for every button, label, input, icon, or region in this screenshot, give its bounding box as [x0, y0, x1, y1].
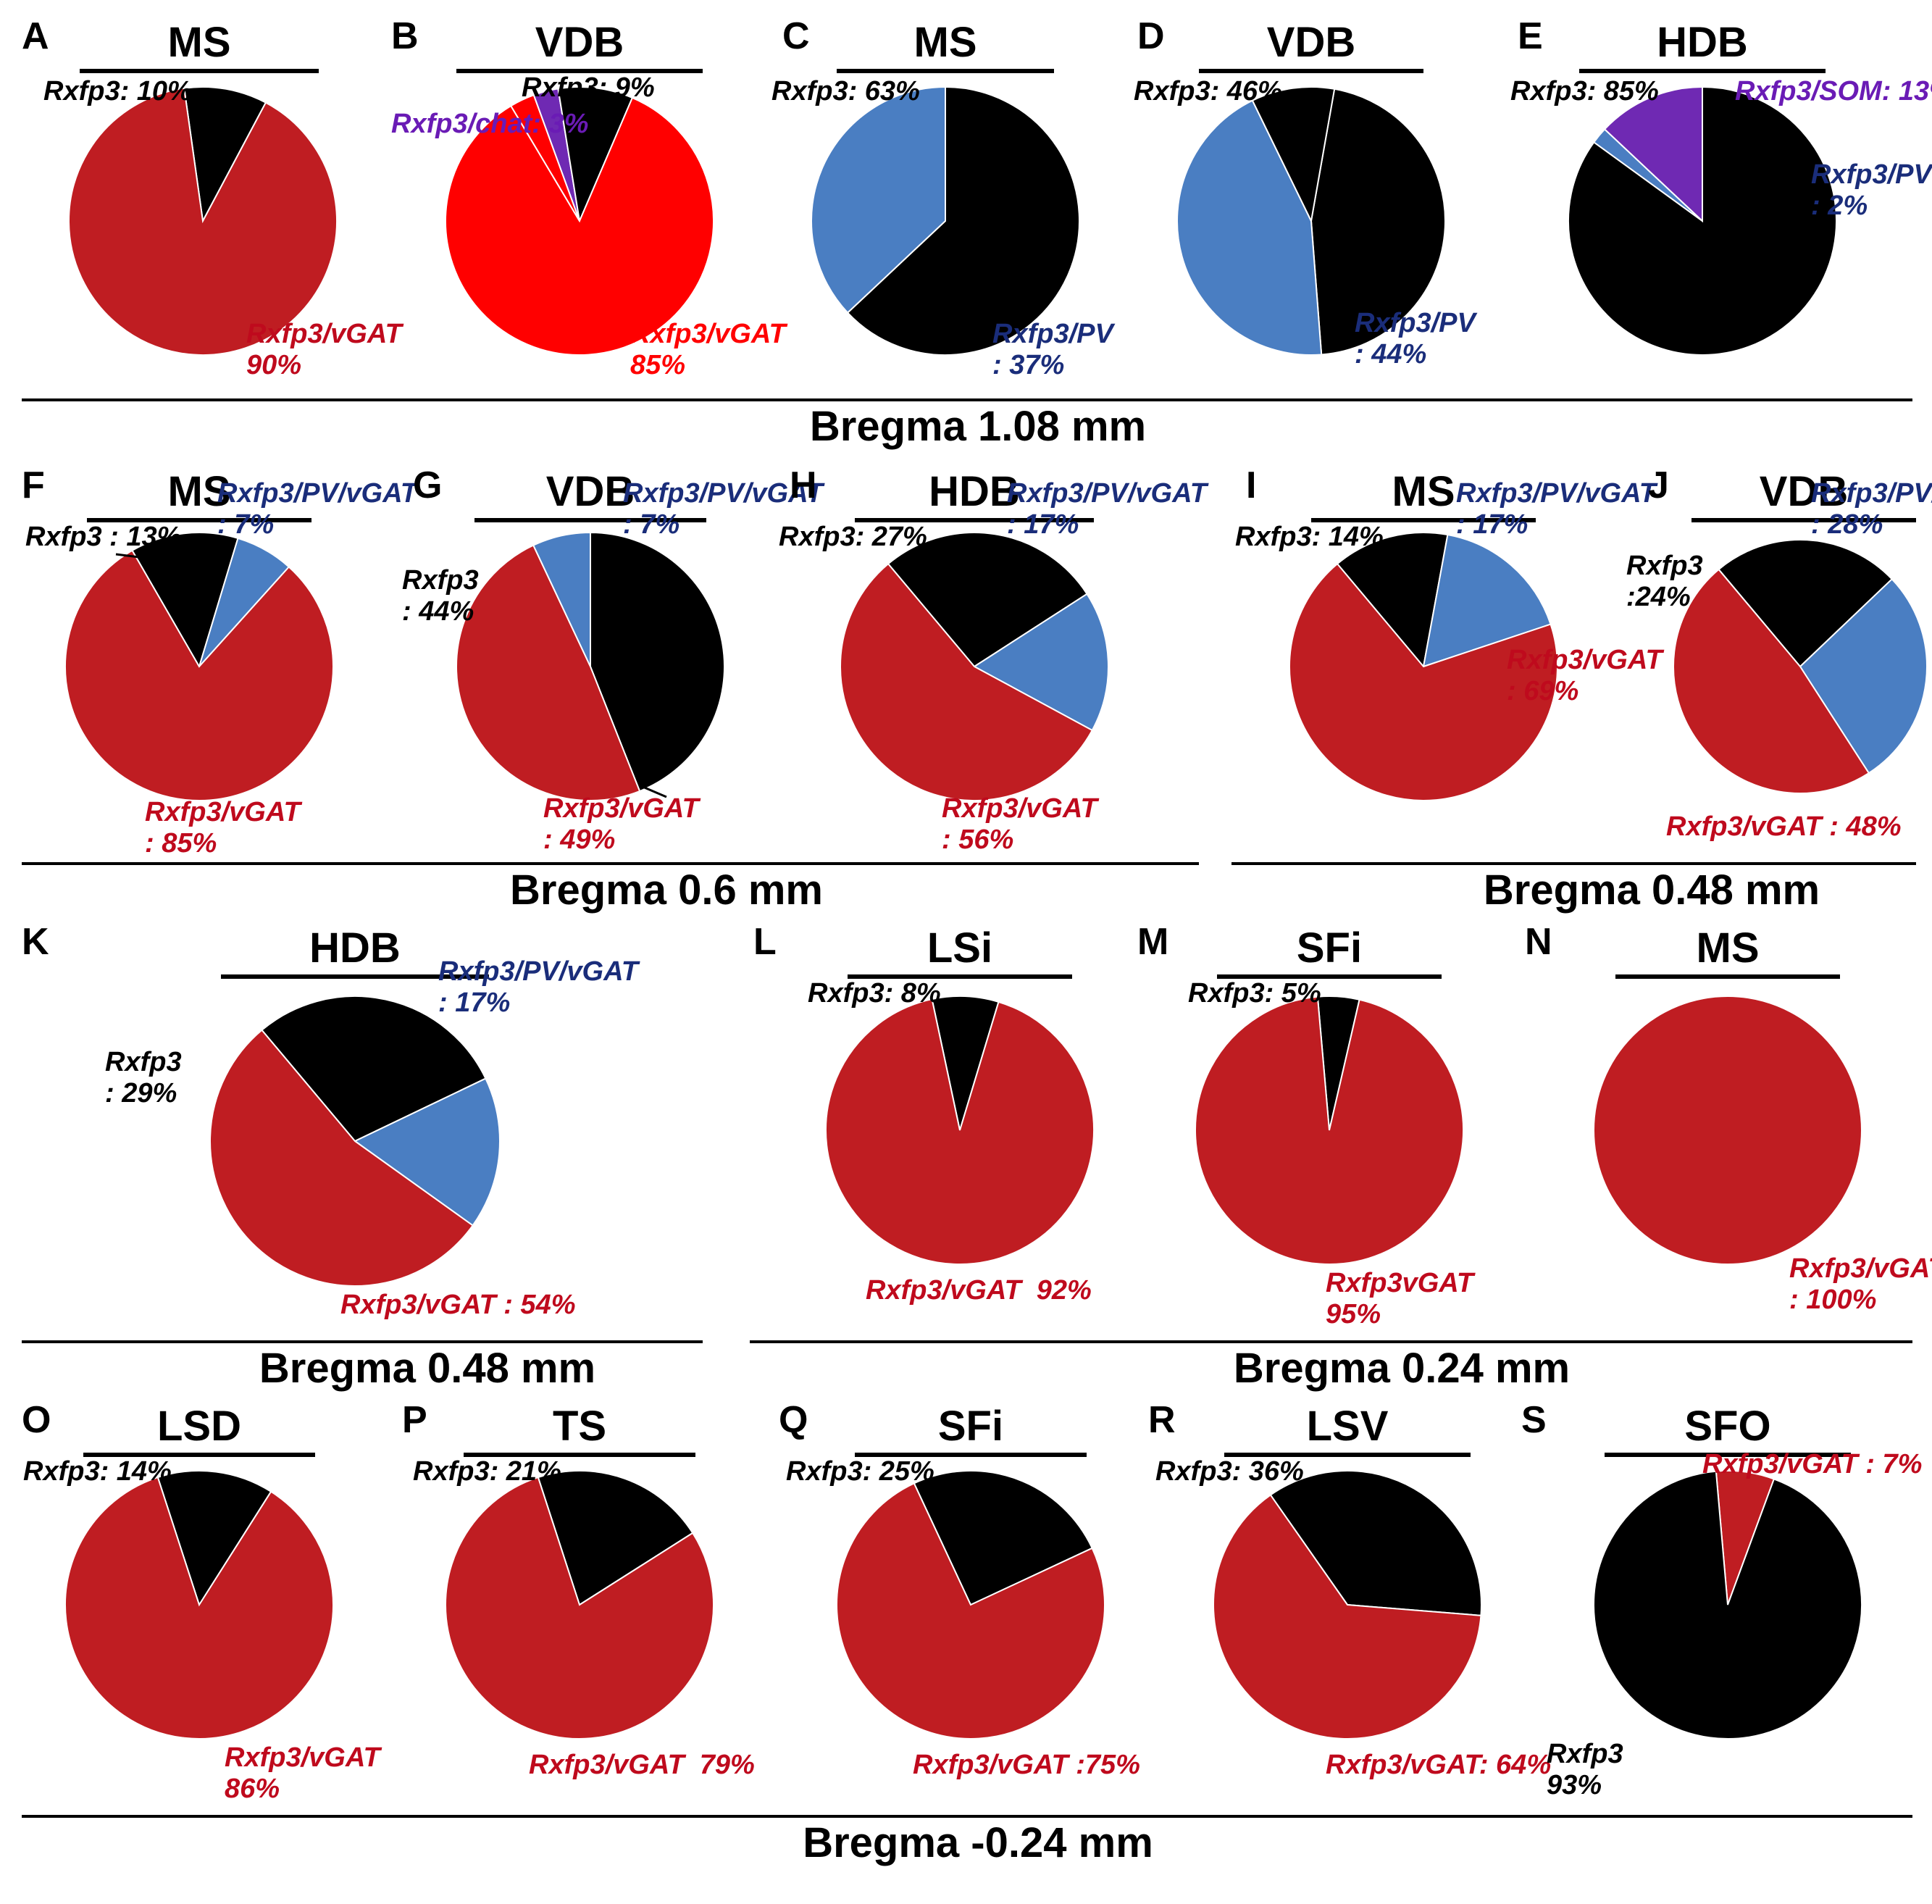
slice-label: Rxfp3 : 44% — [402, 565, 479, 627]
slice-label: Rxfp3: 63% — [771, 76, 920, 107]
panel-letter: R — [1148, 1398, 1176, 1442]
panel-letter: P — [402, 1398, 427, 1442]
slice-label: Rxfp3/PV : 2% — [1811, 159, 1932, 222]
slice-label: Rxfp3/PV/vGAT : 17% — [1007, 478, 1207, 540]
slice-label: Rxfp3/vGAT: 64% — [1326, 1750, 1551, 1781]
slice-label: Rxfp3/chat: 3% — [391, 109, 588, 140]
slice-label: Rxfp3 93% — [1547, 1739, 1623, 1801]
panel-title-rule — [1615, 974, 1840, 979]
group-caption: Bregma 0.48 mm — [174, 1344, 681, 1392]
panel-letter: M — [1137, 920, 1168, 964]
group-rule — [22, 1340, 703, 1343]
panel-title: VDB — [456, 18, 703, 67]
panel-letter: O — [22, 1398, 51, 1442]
slice-label: Rxfp3/vGAT : 54% — [340, 1290, 575, 1321]
slice-label: Rxfp3: 27% — [779, 522, 927, 553]
group-caption: Bregma 0.48 mm — [1398, 866, 1905, 914]
panel-letter: B — [391, 14, 419, 58]
slice-label: Rxfp3/vGAT : 48% — [1666, 811, 1901, 843]
slice-label: Rxfp3/vGAT 85% — [630, 319, 786, 381]
group-rule — [22, 398, 1912, 401]
panel-title: MS — [80, 18, 319, 67]
panel-letter: G — [413, 464, 442, 507]
panel-title: MS — [837, 18, 1054, 67]
slice-label: Rxfp3/vGAT 92% — [866, 1275, 1092, 1306]
panel-letter: K — [22, 920, 49, 964]
slice-label: Rxfp3/vGAT : 100% — [1789, 1253, 1932, 1316]
slice-label: Rxfp3/SOM: 13% — [1735, 76, 1932, 107]
panel-title: SFO — [1605, 1402, 1851, 1450]
panel-letter: D — [1137, 14, 1165, 58]
slice-label: Rxfp3/PV/vGAT : 17% — [1456, 478, 1656, 540]
panel-letter: F — [22, 464, 45, 507]
panel-title: HDB — [1579, 18, 1826, 67]
panel-title-rule — [837, 69, 1054, 73]
panel-title: SFi — [855, 1402, 1087, 1450]
group-rule — [750, 1340, 1912, 1343]
panel-title: SFi — [1217, 924, 1442, 972]
panel-letter: L — [753, 920, 777, 964]
slice-label: Rxfp3: 10% — [43, 76, 192, 107]
figure-stage: AMSRxfp3: 10%Rxfp3/vGAT 90%BVDBRxfp3/cha… — [0, 0, 1932, 1904]
slice-label: Rxfp3/PV/vGAT : 17% — [438, 956, 638, 1019]
slice-label: Rxfp3: 8% — [808, 978, 941, 1009]
slice-label: Rxfp3 : 29% — [105, 1047, 182, 1109]
group-caption: Bregma 1.08 mm — [724, 402, 1231, 451]
slice-label: Rxfp3: 25% — [786, 1456, 934, 1487]
slice-label: Rxfp3/PV : 44% — [1355, 308, 1476, 370]
panel-title: LSi — [848, 924, 1072, 972]
panel-letter: N — [1525, 920, 1552, 964]
slice-label: Rxfp3/vGAT 86% — [225, 1742, 380, 1805]
group-rule — [22, 862, 1199, 865]
panel-title: LSD — [83, 1402, 315, 1450]
panel-title-rule — [1579, 69, 1826, 73]
panel-letter: I — [1246, 464, 1256, 507]
group-caption: Bregma 0.6 mm — [413, 866, 920, 914]
slice-label: Rxfp3: 14% — [1235, 522, 1384, 553]
slice-label: Rxfp3: 85% — [1510, 76, 1659, 107]
panel-title-rule — [1199, 69, 1423, 73]
slice-label: Rxfp3vGAT 95% — [1326, 1268, 1473, 1330]
slice-label: Rxfp3/PV/vGAT : 28% — [1811, 478, 1932, 540]
panel-letter: H — [790, 464, 817, 507]
slice-label: Rxfp3/vGAT : 69% — [1507, 645, 1663, 707]
panel-title-rule — [80, 69, 319, 73]
slice-label: Rxfp3: 21% — [413, 1456, 561, 1487]
slice-label: Rxfp3: 46% — [1134, 76, 1282, 107]
group-rule — [1231, 862, 1916, 865]
slice-label: Rxfp3: 36% — [1155, 1456, 1304, 1487]
panel-letter: S — [1521, 1398, 1547, 1442]
slice-label: Rxfp3/vGAT : 7% — [1702, 1449, 1922, 1480]
slice-label: Rxfp3 : 13% — [25, 522, 181, 553]
group-caption: Bregma 0.24 mm — [1148, 1344, 1655, 1392]
panel-letter: E — [1518, 14, 1543, 58]
slice-label: Rxfp3: 14% — [23, 1456, 172, 1487]
panel-letter: Q — [779, 1398, 808, 1442]
panel-title: MS — [1615, 924, 1840, 972]
panel-title: LSV — [1224, 1402, 1471, 1450]
slice-label: Rxfp3/vGAT :75% — [913, 1750, 1140, 1781]
slice-label: Rxfp3/PV : 37% — [992, 319, 1113, 381]
slice-label: Rxfp3 :24% — [1626, 551, 1703, 613]
panel-letter: C — [782, 14, 810, 58]
slice-label: Rxfp3: 5% — [1188, 978, 1321, 1009]
group-caption: Bregma -0.24 mm — [724, 1819, 1231, 1867]
slice-label: Rxfp3/vGAT : 56% — [942, 793, 1097, 856]
slice-label: Rxfp3/PV/vGAT : 7% — [217, 478, 417, 540]
panel-title: TS — [464, 1402, 695, 1450]
slice-label: Rxfp3/vGAT 79% — [529, 1750, 755, 1781]
panel-title: VDB — [1199, 18, 1423, 67]
group-rule — [22, 1815, 1912, 1818]
slice-label: Rxfp3/vGAT : 85% — [145, 797, 301, 859]
slice-label: Rxfp3/vGAT : 49% — [543, 793, 699, 856]
panel-letter: J — [1648, 464, 1669, 507]
slice-label: Rxfp3: 9% — [522, 72, 655, 104]
panel-letter: A — [22, 14, 49, 58]
slice-label: Rxfp3/vGAT 90% — [246, 319, 402, 381]
